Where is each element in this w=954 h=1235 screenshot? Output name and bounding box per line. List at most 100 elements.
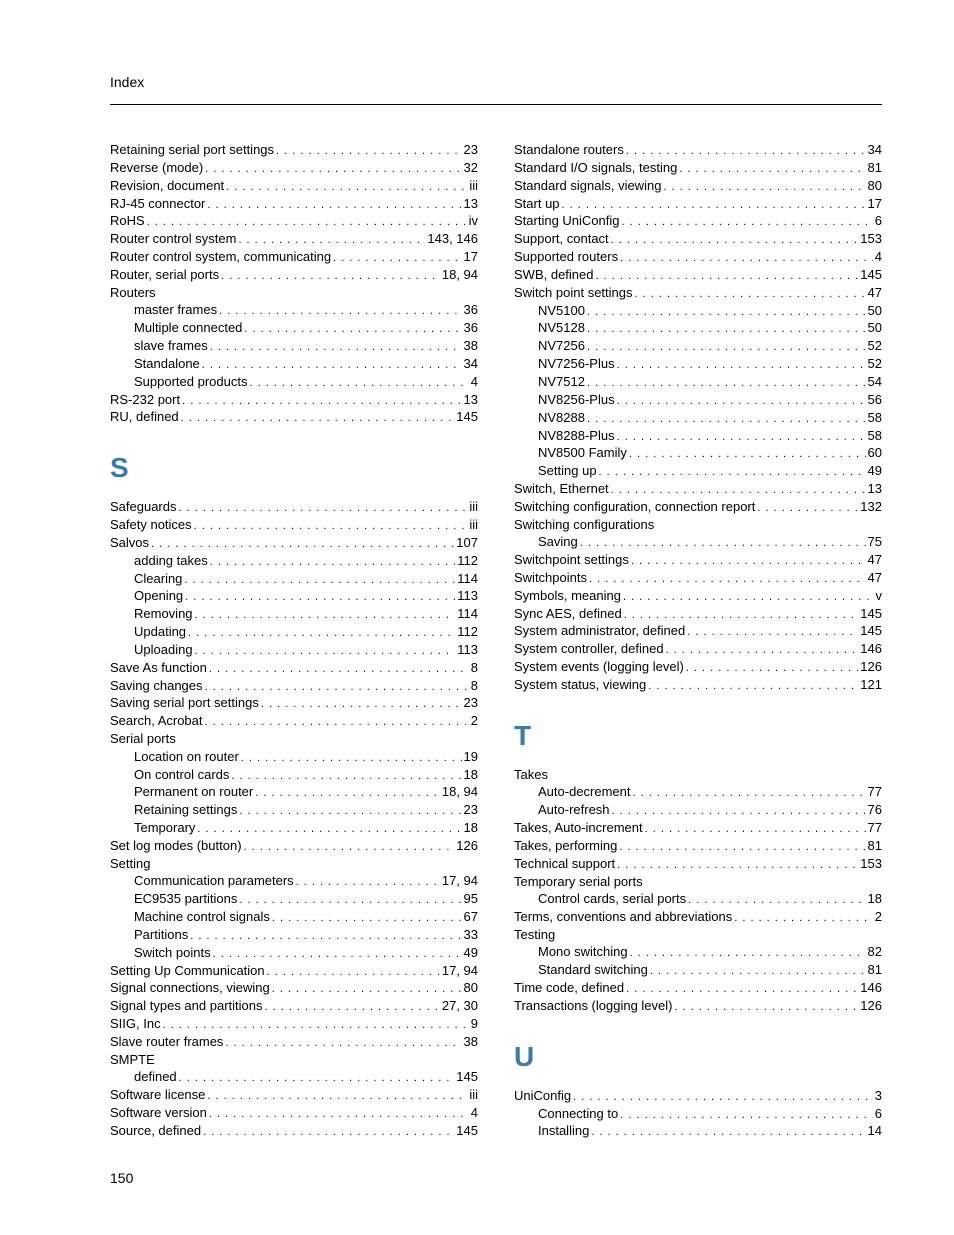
index-page-ref: 2 xyxy=(873,908,882,926)
index-page-ref: 75 xyxy=(866,533,882,551)
index-column-right: Standalone routers34Standard I/O signals… xyxy=(514,141,882,1140)
index-term: Auto-refresh xyxy=(538,801,610,819)
leader-dots xyxy=(615,355,866,373)
leader-dots xyxy=(620,212,873,230)
index-entry: slave frames38 xyxy=(110,337,478,355)
index-page-ref: 112 xyxy=(455,552,478,570)
index-term: Retaining settings xyxy=(134,801,237,819)
index-term: Setting Up Communication xyxy=(110,962,265,980)
index-page-ref: 4 xyxy=(469,373,478,391)
index-page-ref: 50 xyxy=(866,302,882,320)
index-entry: Signal types and partitions27, 30 xyxy=(110,997,478,1015)
index-page-ref: iv xyxy=(467,212,478,230)
index-page-ref: 8 xyxy=(469,659,478,677)
index-entry: NV8256-Plus56 xyxy=(514,391,882,409)
leader-dots xyxy=(195,819,461,837)
index-entry: NV510050 xyxy=(514,302,882,320)
index-group-header: Setting xyxy=(110,855,478,873)
index-term: Switching configuration, connection repo… xyxy=(514,498,755,516)
leader-dots xyxy=(585,319,866,337)
leader-dots xyxy=(193,605,456,623)
leader-dots xyxy=(643,819,866,837)
index-page-ref: 47 xyxy=(866,551,882,569)
index-term: Permanent on router xyxy=(134,783,253,801)
index-entry: NV7256 52 xyxy=(514,337,882,355)
leader-dots xyxy=(621,587,874,605)
index-page-ref: 82 xyxy=(866,943,882,961)
index-entry: Retaining settings23 xyxy=(110,801,478,819)
index-term: Software version xyxy=(110,1104,207,1122)
index-term: Standard I/O signals, testing xyxy=(514,159,677,177)
index-term: NV7256 xyxy=(538,337,585,355)
leader-dots xyxy=(262,997,439,1015)
section-letter: S xyxy=(110,452,478,484)
index-term: RoHS xyxy=(110,212,145,230)
index-term: Signal types and partitions xyxy=(110,997,262,1015)
index-entry: Standalone routers34 xyxy=(514,141,882,159)
leader-dots xyxy=(205,195,461,213)
index-term: Saving changes xyxy=(110,677,203,695)
index-term: Machine control signals xyxy=(134,908,270,926)
index-page-ref: iii xyxy=(467,177,478,195)
index-entry: SIIG, Inc9 xyxy=(110,1015,478,1033)
index-page-ref: 95 xyxy=(462,890,478,908)
leader-dots xyxy=(145,212,467,230)
index-page-ref: 107 xyxy=(454,534,478,552)
index-term: Installing xyxy=(538,1122,589,1140)
index-entry: UniConfig3 xyxy=(514,1087,882,1105)
index-term: Switchpoint settings xyxy=(514,551,629,569)
index-term: NV8256-Plus xyxy=(538,391,615,409)
index-page-ref: 52 xyxy=(866,355,882,373)
index-entry: Installing14 xyxy=(514,1122,882,1140)
index-entry: Takes, performing81 xyxy=(514,837,882,855)
index-page-ref: 17 xyxy=(462,248,478,266)
leader-dots xyxy=(618,248,873,266)
leader-dots xyxy=(560,195,866,213)
index-term: Partitions xyxy=(134,926,188,944)
index-page-ref: 76 xyxy=(866,801,882,819)
leader-dots xyxy=(203,677,469,695)
index-page-ref: 60 xyxy=(866,444,882,462)
index-entry: Safeguardsiii xyxy=(110,498,478,516)
index-page-ref: 32 xyxy=(462,159,478,177)
index-term: Switchpoints xyxy=(514,569,587,587)
index-page-ref: 146 xyxy=(858,640,882,658)
index-page-ref: 153 xyxy=(858,855,882,873)
leader-dots xyxy=(622,605,859,623)
index-entry: Connecting to6 xyxy=(514,1105,882,1123)
index-entry: Removing114 xyxy=(110,605,478,623)
index-term: Supported routers xyxy=(514,248,618,266)
index-page-ref: 121 xyxy=(858,676,882,694)
index-entry: Router control system, communicating 17 xyxy=(110,248,478,266)
leader-dots xyxy=(624,141,866,159)
index-entry: Takes, Auto-increment77 xyxy=(514,819,882,837)
index-page-ref: 47 xyxy=(866,569,882,587)
leader-dots xyxy=(179,408,455,426)
index-entry: Saving serial port settings23 xyxy=(110,694,478,712)
index-term: Router control system, communicating xyxy=(110,248,331,266)
index-term: EC9535 partitions xyxy=(134,890,237,908)
index-entry: Terms, conventions and abbreviations2 xyxy=(514,908,882,926)
index-term: Temporary xyxy=(134,819,195,837)
index-page-ref: 18, 94 xyxy=(440,266,478,284)
index-term: NV8288 xyxy=(538,409,585,427)
index-term: Time code, defined xyxy=(514,979,624,997)
leader-dots xyxy=(223,1033,461,1051)
index-group-header: Routers xyxy=(110,284,478,302)
leader-dots xyxy=(597,462,866,480)
leader-dots xyxy=(631,783,866,801)
index-term: Takes, performing xyxy=(514,837,617,855)
leader-dots xyxy=(661,177,865,195)
index-page-ref: 49 xyxy=(866,462,882,480)
index-term: On control cards xyxy=(134,766,229,784)
index-page-ref: 146 xyxy=(858,979,882,997)
index-term: System administrator, defined xyxy=(514,622,685,640)
index-term: Switch, Ethernet xyxy=(514,480,609,498)
index-page-ref: 77 xyxy=(866,783,882,801)
leader-dots xyxy=(270,908,462,926)
index-entry: NV512850 xyxy=(514,319,882,337)
index-page-ref: 17 xyxy=(866,195,882,213)
index-entry: Permanent on router18, 94 xyxy=(110,783,478,801)
index-page-ref: 52 xyxy=(866,337,882,355)
leader-dots xyxy=(200,355,462,373)
